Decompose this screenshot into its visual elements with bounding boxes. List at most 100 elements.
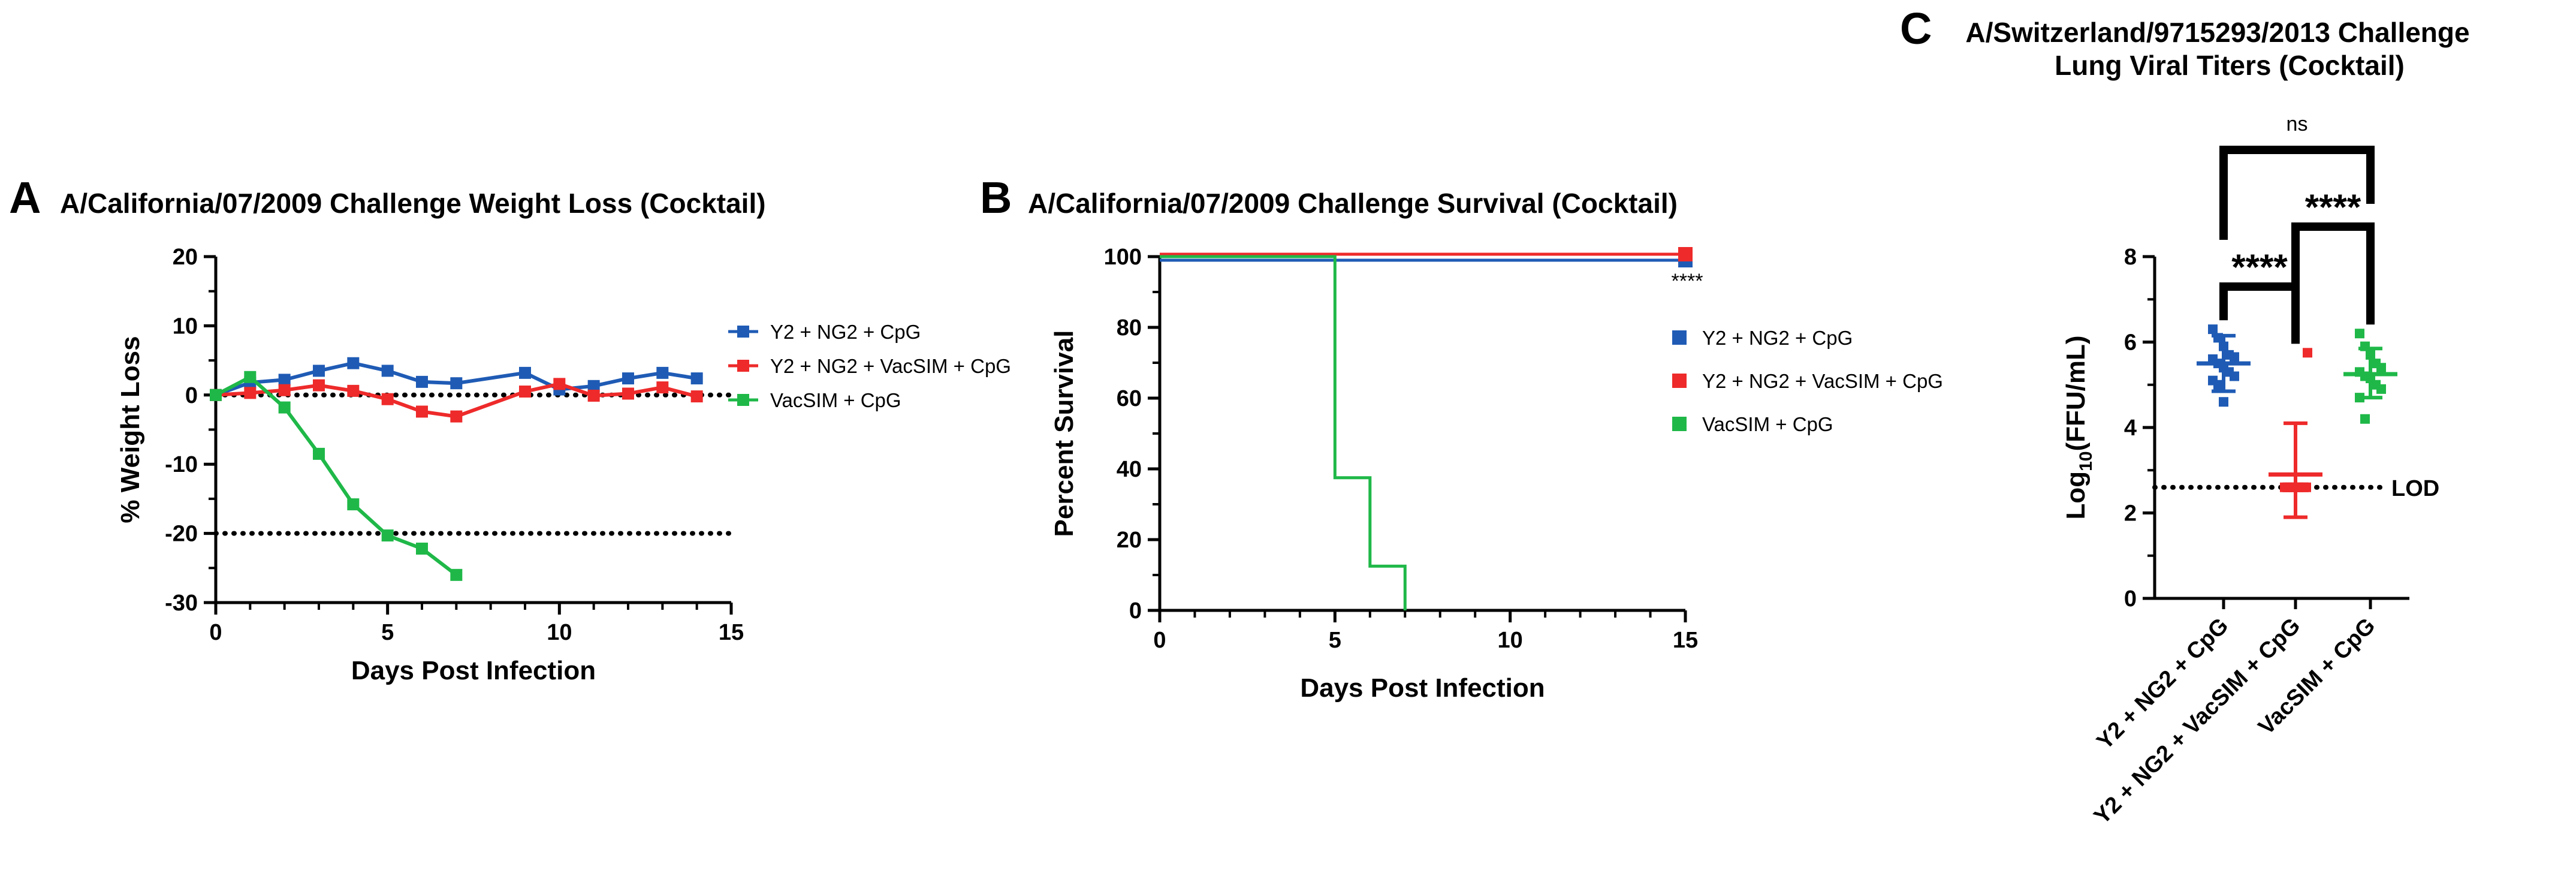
panel-a-data-point	[347, 357, 360, 369]
panel-b-end-marker	[1678, 247, 1693, 261]
panel-a-data-point	[278, 384, 291, 396]
panel-b-legend-marker	[1672, 374, 1687, 388]
panel-b-legend-marker	[1672, 417, 1687, 431]
panel-c-data-point	[2376, 363, 2386, 373]
panel-c: C A/Switzerland/9715293/2013 ChallengeLun…	[1900, 4, 2470, 829]
panel-c-significance-label: ****	[2305, 187, 2361, 227]
panel-a-x-label: Days Post Infection	[351, 656, 596, 685]
panel-a-data-point	[381, 393, 394, 405]
panel-c-data-point	[2219, 397, 2228, 407]
panel-a-data-point	[587, 380, 600, 392]
panel-a-data-point	[656, 381, 669, 394]
panel-a-x-tick-label: 5	[381, 620, 394, 645]
panel-b-y-tick-label: 100	[1104, 245, 1142, 270]
panel-a-data-point	[416, 405, 428, 418]
panel-b-y-tick-label: 20	[1117, 528, 1142, 553]
panel-a-y-tick-label: -30	[165, 591, 198, 616]
panel-c-lod-label: LOD	[2391, 476, 2439, 501]
panel-b-y-tick-label: 80	[1117, 315, 1142, 341]
panel-c-y-tick-label: 4	[2124, 416, 2137, 441]
panel-b-x-tick-label: 0	[1153, 628, 1166, 653]
panel-b-title: A/California/07/2009 Challenge Survival …	[1028, 188, 1678, 219]
panel-b-legend-label: Y2 + NG2 + VacSIM + CpG	[1702, 370, 1943, 392]
panel-a-data-point	[347, 384, 360, 397]
panel-c-data-point	[2208, 324, 2218, 335]
panel-a-legend-marker	[737, 360, 749, 372]
panel-a: A A/California/07/2009 Challenge Weight L…	[9, 173, 1011, 685]
panel-c-y-tick-label: 2	[2124, 501, 2137, 526]
panel-b-significance: ****	[1672, 270, 1703, 293]
panel-a-title: A/California/07/2009 Challenge Weight Lo…	[60, 188, 766, 219]
panel-c-data-point	[2376, 384, 2386, 394]
panel-a-data-point	[519, 386, 531, 398]
panel-a-data-point	[278, 401, 291, 414]
panel-a-data-point	[313, 365, 325, 377]
panel-a-data-point	[210, 389, 222, 401]
panel-c-data-point	[2355, 329, 2364, 339]
panel-c-data-point	[2230, 371, 2239, 381]
panel-b: B A/California/07/2009 Challenge Survival…	[980, 173, 1943, 703]
panel-c-title-line2: Lung Viral Titers (Cocktail)	[2055, 50, 2405, 81]
panel-a-data-point	[622, 387, 634, 400]
panel-a-data-point	[313, 379, 325, 392]
panel-a-x-tick-label: 0	[209, 620, 222, 645]
panel-b-survival-line	[1160, 255, 1407, 610]
panel-a-data-point	[553, 378, 566, 390]
panel-a-data-point	[313, 447, 325, 460]
panel-a-data-point	[656, 366, 669, 379]
panel-b-x-tick-label: 5	[1329, 628, 1341, 653]
panel-c-y-label-units: (FFU/mL)	[2061, 335, 2091, 451]
panel-a-y-tick-label: 0	[185, 383, 198, 408]
panel-a-x-tick-label: 15	[719, 620, 744, 645]
panel-b-x-tick-label: 15	[1673, 628, 1698, 653]
panel-a-legend-label: Y2 + NG2 + CpG	[770, 321, 921, 343]
panel-a-y-tick-label: -20	[165, 522, 198, 547]
panel-a-data-point	[622, 372, 634, 385]
panel-a-data-point	[690, 390, 703, 403]
panel-a-data-point	[450, 568, 463, 581]
panel-b-legend-label: Y2 + NG2 + CpG	[1702, 327, 1853, 349]
panel-letter-a: A	[9, 173, 41, 222]
panel-c-data-point	[2303, 348, 2312, 358]
panel-b-y-tick-label: 40	[1117, 457, 1142, 482]
panel-a-data-point	[450, 377, 463, 390]
panel-b-x-tick-label: 10	[1498, 628, 1523, 653]
panel-c-data-point	[2280, 482, 2290, 492]
panel-c-y-tick-label: 6	[2124, 330, 2137, 356]
panel-a-data-point	[381, 365, 394, 377]
panel-b-legend-marker	[1672, 330, 1687, 345]
panel-a-data-point	[244, 387, 257, 399]
panel-a-data-point	[416, 542, 428, 555]
panel-c-significance-label: ns	[2287, 113, 2308, 136]
panel-a-data-point	[690, 372, 703, 385]
panel-c-data-point	[2230, 352, 2239, 362]
panel-c-y-tick-label: 0	[2124, 586, 2137, 612]
panel-a-x-tick-label: 10	[547, 620, 572, 645]
panel-c-data-point	[2360, 414, 2370, 424]
panel-c-significance-bracket	[2219, 282, 2300, 344]
panel-letter-b: B	[980, 173, 1012, 222]
panel-c-y-label-subscript: 10	[2076, 451, 2096, 471]
panel-a-legend-label: VacSIM + CpG	[770, 389, 901, 411]
panel-b-y-tick-label: 60	[1117, 386, 1142, 411]
panel-c-title: A/Switzerland/9715293/2013 Challenge	[1965, 17, 2469, 48]
panel-a-data-point	[587, 389, 600, 402]
panel-a-legend-marker	[737, 326, 749, 338]
panel-c-y-label: Log10(FFU/mL)	[2061, 335, 2096, 519]
panel-a-data-point	[381, 529, 394, 542]
panel-a-y-tick-label: -10	[165, 452, 198, 477]
panel-a-legend-label: Y2 + NG2 + VacSIM + CpG	[770, 355, 1011, 377]
panel-a-y-tick-label: 20	[173, 245, 198, 270]
panel-c-y-label-log: Log	[2061, 471, 2091, 520]
panel-c-significance-bracket	[2219, 146, 2375, 240]
panel-b-x-label: Days Post Infection	[1300, 673, 1545, 703]
panel-c-y-tick-label: 8	[2124, 245, 2137, 270]
panel-a-data-point	[450, 410, 463, 423]
panel-a-data-point	[278, 374, 291, 386]
panel-b-y-label: Percent Survival	[1049, 330, 1079, 537]
panel-c-significance-label: ****	[2231, 247, 2288, 287]
panel-c-data-point	[2299, 482, 2308, 492]
panel-b-legend-label: VacSIM + CpG	[1702, 413, 1833, 435]
panel-a-y-tick-label: 10	[173, 314, 198, 339]
